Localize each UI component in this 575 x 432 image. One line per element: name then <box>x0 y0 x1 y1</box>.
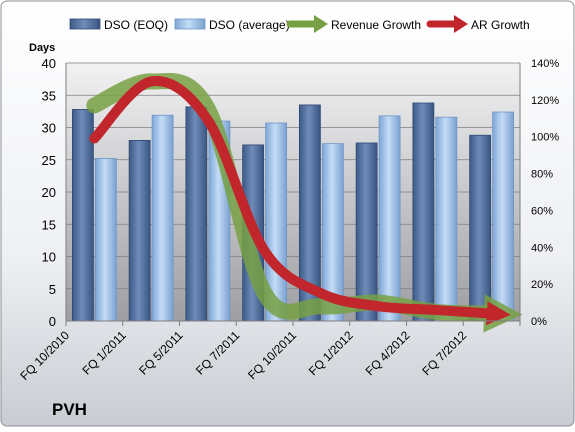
y-right-tick-label: 60% <box>531 205 553 217</box>
y-left-tick-label: 15 <box>42 217 56 232</box>
bar-dso-eoq <box>469 134 492 322</box>
legend-item: Revenue Growth <box>286 15 421 33</box>
y-left-tick-label: 10 <box>42 250 56 265</box>
bar-dso-average <box>151 114 174 322</box>
legend-swatch <box>174 18 206 30</box>
legend-item: DSO (EOQ) <box>69 18 168 32</box>
legend-label: Revenue Growth <box>331 18 421 32</box>
y-left-tick-label: 25 <box>42 153 56 168</box>
legend-label: DSO (average) <box>209 18 290 32</box>
bar-dso-average <box>94 158 117 322</box>
bar-dso-eoq <box>128 139 151 322</box>
bar-dso-average <box>492 111 515 322</box>
legend-arrow-head <box>454 15 468 33</box>
bar-dso-eoq <box>412 102 435 322</box>
bar-dso-eoq <box>185 106 208 322</box>
y-right-tick-label: 80% <box>531 169 553 181</box>
y-left-tick-label: 30 <box>42 121 56 136</box>
growth-lines <box>86 73 523 333</box>
y-left-tick-label: 0 <box>49 314 56 329</box>
y-left-axis-title: Days <box>29 42 55 54</box>
chart-title: PVH <box>52 400 87 419</box>
bar-dso-eoq <box>355 142 378 322</box>
y-right-tick-label: 140% <box>531 58 559 70</box>
bar-dso-average <box>378 115 401 322</box>
legend-label: AR Growth <box>471 18 530 32</box>
legend: DSO (EOQ) DSO (average) Revenue Growth AR G… <box>69 15 530 33</box>
legend-label: DSO (EOQ) <box>104 18 168 32</box>
y-right-tick-label: 20% <box>531 279 553 291</box>
y-left-tick-label: 5 <box>49 282 56 297</box>
ar-growth-line <box>89 76 511 326</box>
y-right-tick-label: 40% <box>531 242 553 254</box>
legend-item: AR Growth <box>426 15 530 33</box>
y-right-tick-label: 0% <box>531 316 547 328</box>
legend-swatch <box>69 18 101 30</box>
y-left-tick-label: 40 <box>42 56 56 71</box>
y-right-tick-label: 120% <box>531 95 559 107</box>
bar-dso-average <box>435 116 458 322</box>
y-left-tick-label: 35 <box>42 88 56 103</box>
legend-arrow-head <box>314 15 328 33</box>
y-right-tick-label: 100% <box>531 132 559 144</box>
y-left-tick-label: 20 <box>42 185 56 200</box>
legend-item: DSO (average) <box>174 18 290 32</box>
